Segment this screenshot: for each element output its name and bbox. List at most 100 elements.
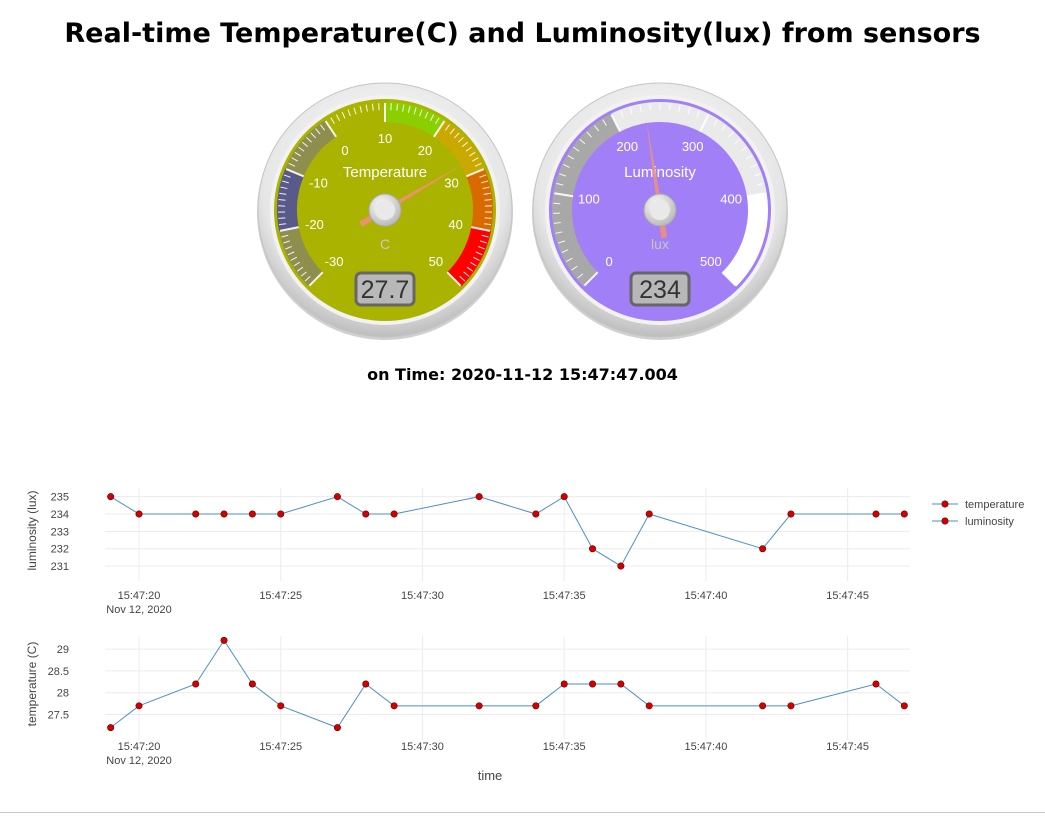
gauge-minor-tick [283,240,291,244]
gauge-tick-label: 0 [341,143,348,158]
gauge-minor-tick [419,109,423,117]
gauge-minor-tick [468,151,476,157]
time-series-charts[interactable]: 15:47:20 Nov 12, 2020 15:47:25 15:47:30 15:4… [0,450,1045,810]
gauge-units: lux [651,236,669,252]
gauge-major-tick [308,271,324,287]
legend-entry: temperature [965,499,1024,511]
data-point [787,510,795,518]
gauge-minor-tick [470,261,477,267]
y-tick-label: 28.5 [48,666,69,678]
gauge-major-tick [446,271,462,287]
gauge-minor-tick [484,217,492,219]
data-point [390,510,398,518]
gauge-minor-tick [291,157,298,162]
data-point [220,636,228,644]
data-point [617,680,625,688]
data-point [277,702,285,710]
gauge-minor-tick [283,174,291,178]
gauge-minor-tick [465,146,472,152]
x-tick-label: 15:47:40 [685,590,728,602]
gauge-highlight [722,193,768,287]
gauge-needle-hub-center [375,200,395,220]
y-tick-label: 232 [51,544,69,556]
gauge-major-tick [433,120,446,138]
gauge-minor-tick [620,110,624,118]
gauge-highlight [279,226,324,287]
x-tick-label: 15:47:25 [259,590,302,602]
gauge-minor-tick [649,103,652,111]
gauge-minor-tick [306,137,312,143]
gauge-minor-tick [424,111,429,119]
gauge-minor-tick [562,163,570,168]
gauge-minor-tick [479,240,487,244]
gauge-minor-tick [310,132,317,139]
gauge-tick-label: 100 [578,192,600,207]
data-point [560,493,568,501]
gauge-minor-tick [365,104,368,112]
gauge-highlight [446,226,491,287]
gauge-minor-tick [586,131,592,138]
gauge-minor-tick [747,257,755,262]
gauge-minor-tick [407,105,411,113]
gauge-minor-tick [290,256,298,261]
gauge-minor-tick [481,234,489,238]
gauge-minor-tick [713,119,718,126]
data-point [589,545,597,553]
gauge-value-box [354,271,416,307]
x-tick-label: 15:47:40 [685,741,728,753]
timestamp-value: 2020-11-12 15:47:47.004 [450,365,678,384]
gauge-title: Temperature [343,164,427,181]
gauge-minor-tick [553,222,561,224]
data-point [220,510,228,518]
gauge-minor-tick [335,114,341,122]
data-point [560,680,568,688]
gauge-minor-tick [734,138,741,145]
gauge-minor-tick [293,261,300,267]
gauge-minor-tick [278,199,286,201]
x-tick-label: 15:47:20 Nov 12, 2020 [106,741,171,767]
legend-marker [941,500,949,508]
gauge-minor-tick [754,240,762,244]
data-point [107,724,115,732]
gauge-minor-tick [629,107,633,115]
gauge-tick-label: 20 [418,143,432,158]
data-point [333,724,341,732]
x-tick-label: 15:47:45 [826,741,869,753]
gauge-minor-tick [558,240,566,244]
data-point [475,702,483,710]
gauge-minor-tick [472,256,480,261]
data-point [248,680,256,688]
gauge-minor-tick [742,265,749,271]
gauge-value-box [629,271,691,307]
gauge-minor-tick [556,182,564,186]
data-point [759,702,767,710]
gauge-minor-tick [466,266,474,272]
x-tick-label: 15:47:25 [259,741,302,753]
gauge-minor-tick [571,265,578,271]
gauge-tick-label: 500 [700,254,722,269]
gauge-minor-tick [639,104,642,112]
gauge-minor-tick [474,162,482,167]
gauge-minor-tick [281,234,289,238]
gauge-minor-tick [281,180,289,184]
gauge-minor-tick [294,151,302,157]
gauge-minor-tick [565,257,573,262]
gauge-minor-tick [461,141,469,147]
gauge-minor-tick [296,266,304,272]
x-axis-label: time [478,768,503,783]
gauge-minor-tick [304,276,311,282]
y-tick-label: 234 [51,509,69,521]
gauge-minor-tick [757,231,765,234]
y-axis-label: luminosity (lux) [25,490,39,570]
gauge-minor-tick [429,114,435,122]
bottom-divider [0,812,1045,813]
gauge-tick-label: 30 [444,175,458,190]
gauge-value-readout: 27.7 [361,276,410,304]
x-tick-label: 15:47:35 [543,590,586,602]
luminosity-gauge: 0 100 200 300 400 500 Luminosity lux 234 [532,82,788,340]
gauge-minor-tick [285,245,293,250]
gauge-minor-tick [577,273,584,279]
data-point [589,680,597,688]
gauge-minor-tick [396,103,399,111]
gauge-tick-label: 10 [378,131,392,146]
